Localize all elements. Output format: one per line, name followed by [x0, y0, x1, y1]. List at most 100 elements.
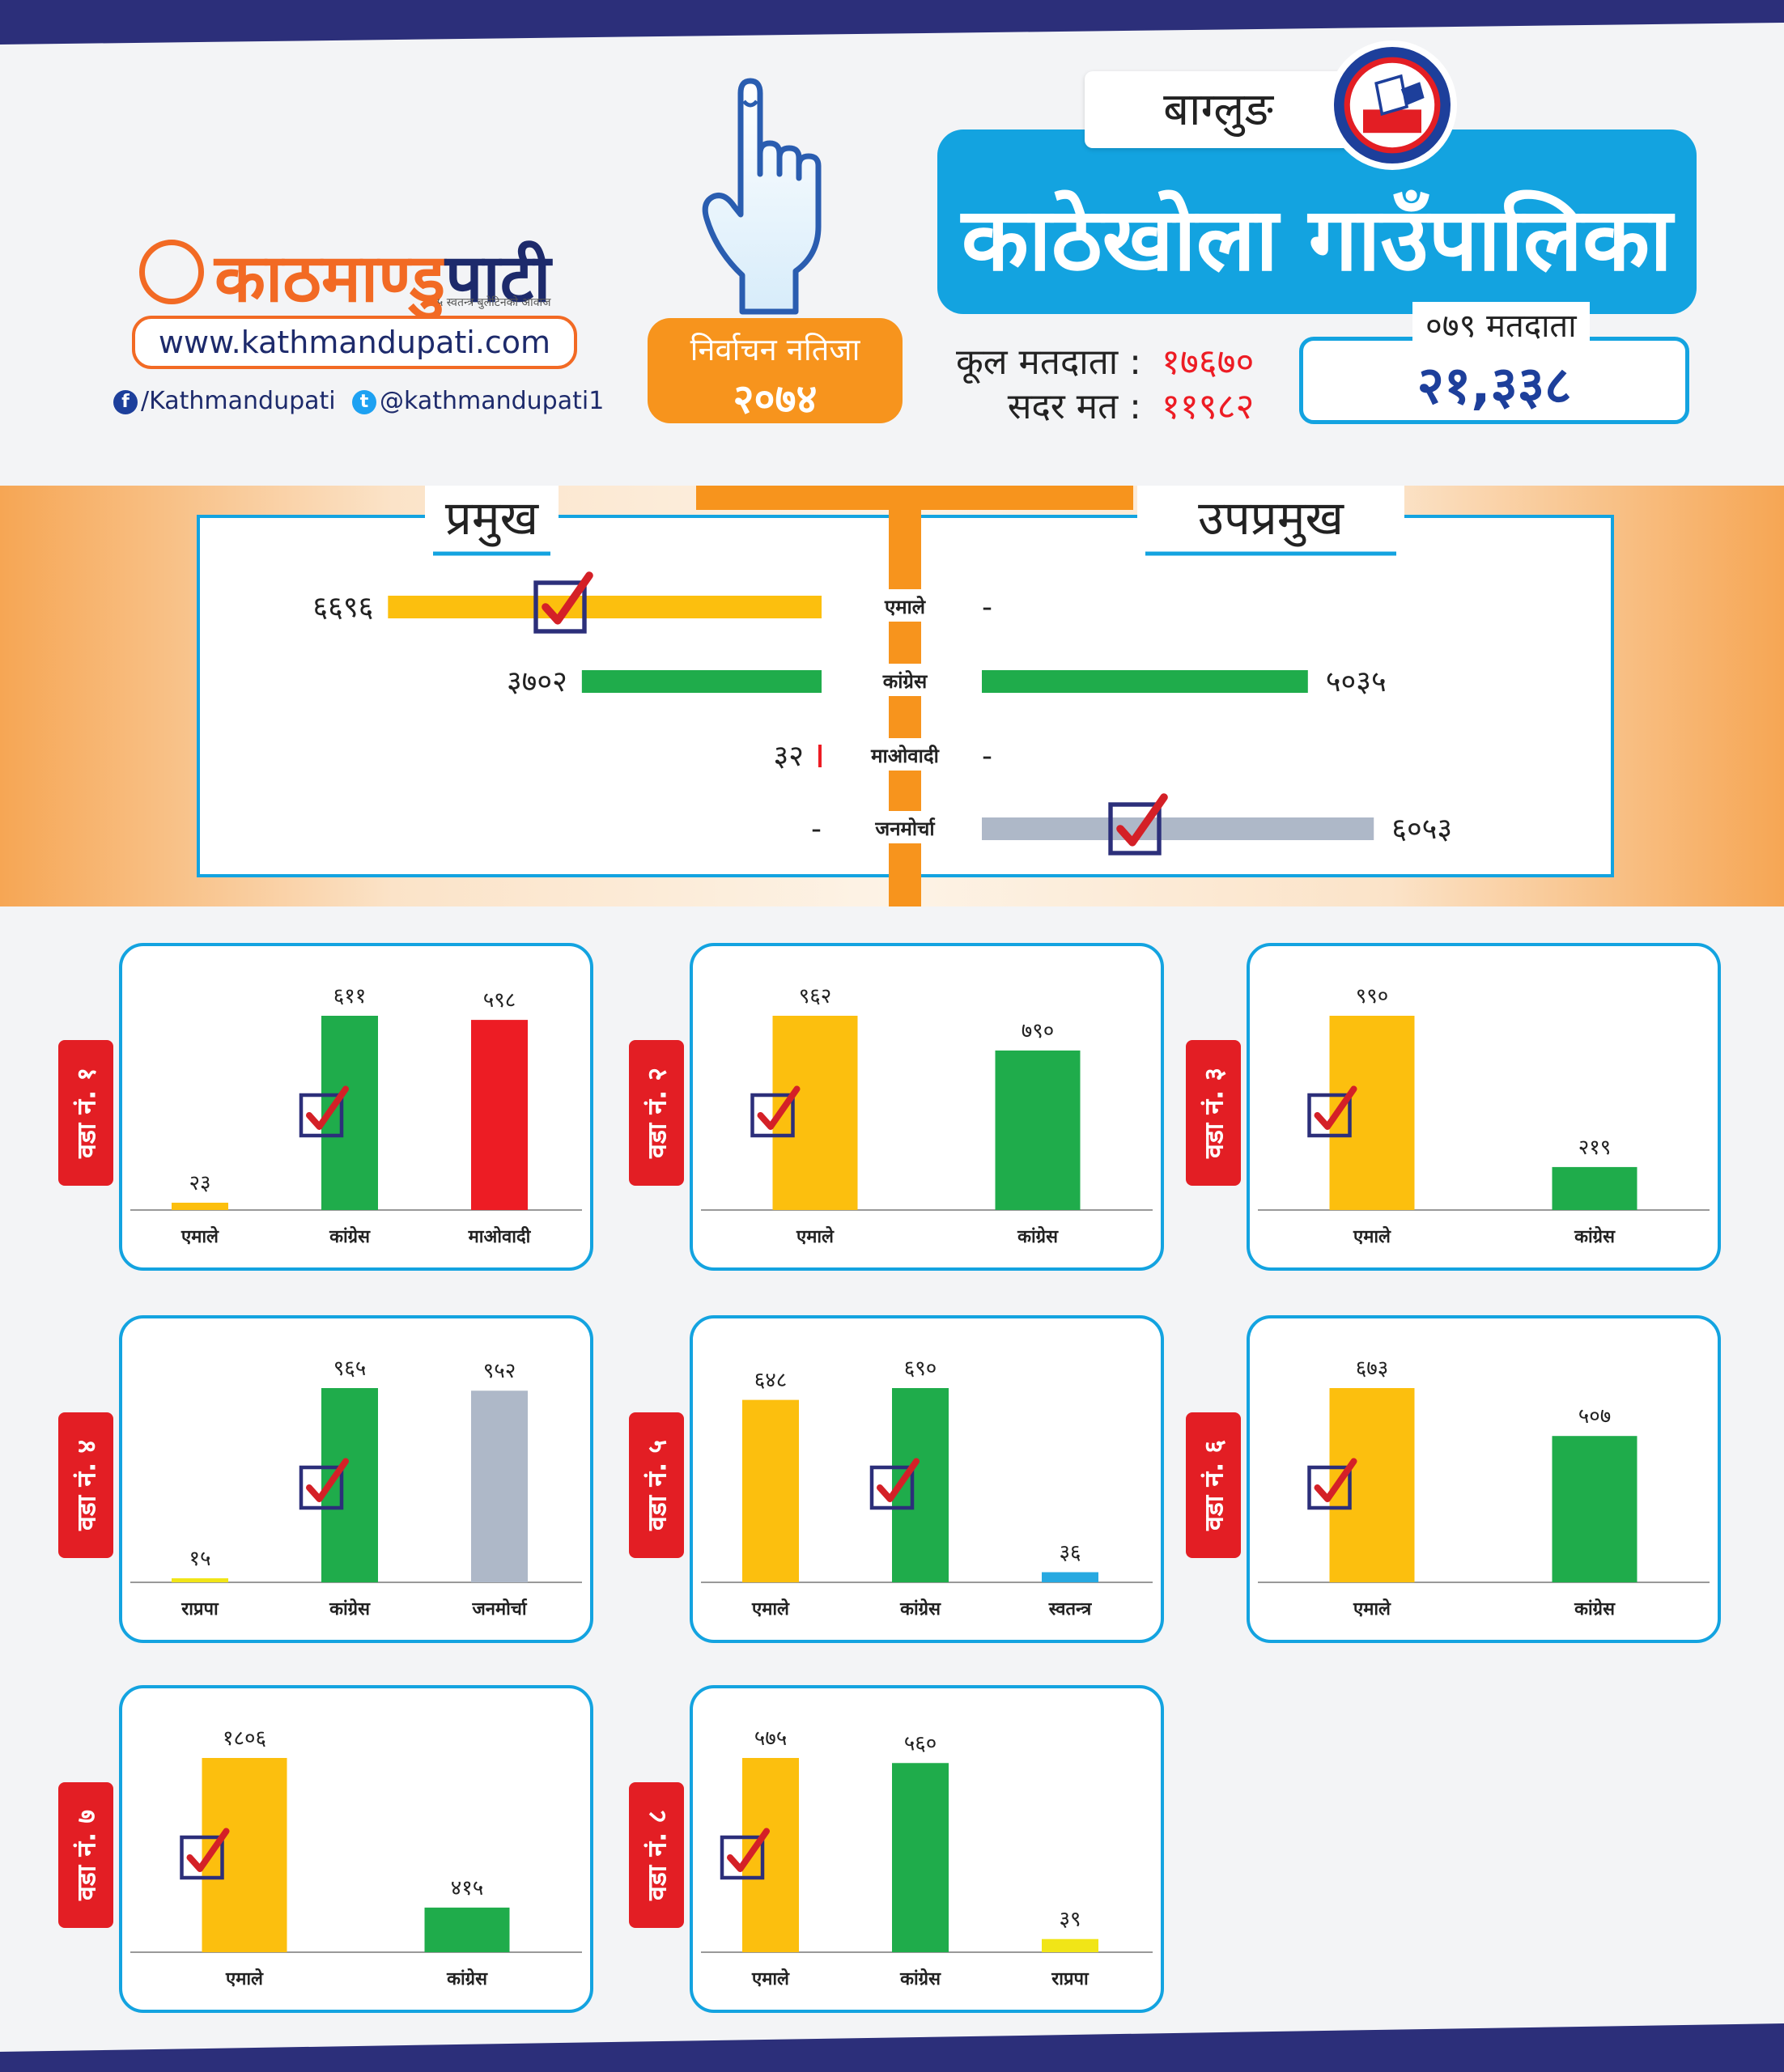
check-mark	[306, 1085, 349, 1130]
ward-bar-chart: ५७५ एमाले ५६० कांग्रेस ३९ राप्रपा	[701, 1726, 1153, 1989]
mayor-bar-label: ६६९६	[312, 591, 373, 624]
ward-bar	[424, 1907, 510, 1952]
winner-check-icon	[750, 1085, 801, 1138]
ward-label: वडा नं. ३	[1198, 1067, 1230, 1159]
ward-bar-value: ६९०	[904, 1357, 937, 1381]
twitter-text: @kathmandupati1	[380, 387, 605, 415]
ward-label-tab: वडा नं. ८	[629, 1782, 684, 1928]
party-tag-label: कांग्रेस	[882, 670, 928, 693]
winner-check-icon	[869, 1458, 920, 1510]
mayor-bar	[818, 745, 822, 767]
ward-label-tab: वडा नं. ७	[58, 1782, 113, 1928]
ward-card	[1247, 1315, 1721, 1643]
party-tag	[860, 589, 949, 622]
mayor-bar-label: -	[811, 813, 822, 846]
ward-label: वडा नं. ६	[1198, 1439, 1230, 1531]
ward-label-tab: वडा नं. ४	[58, 1412, 113, 1558]
deputy-bar-label: -	[982, 591, 992, 624]
logo: काठमाण्डुपाटी	[138, 231, 550, 321]
ward-category-label: राप्रपा	[181, 1599, 219, 1620]
ward-bar	[1329, 1016, 1415, 1210]
mayor-bar-label: ३२	[774, 740, 804, 773]
ward-bar	[1552, 1166, 1637, 1210]
ward-category-label: जनमोर्चा	[471, 1598, 527, 1620]
winner-check-icon	[299, 1458, 349, 1510]
twitter-icon: t	[352, 389, 376, 414]
twitter-handle[interactable]: t @kathmandupati1	[352, 387, 604, 415]
title-box	[937, 130, 1697, 314]
check-box	[299, 1465, 344, 1510]
ward-category-label: कांग्रेस	[1574, 1225, 1616, 1247]
mayor-bar	[581, 670, 822, 693]
ward-label: वडा नं. २	[641, 1067, 673, 1159]
ward-bar-value: ५७५	[754, 1726, 788, 1751]
winner-check-icon	[180, 1828, 230, 1880]
logo-mark-icon	[139, 240, 204, 304]
valid-votes-label: सदर मत :	[1007, 386, 1141, 427]
facebook-handle[interactable]: f/Kathmandupati	[113, 387, 336, 415]
party-tag	[856, 811, 954, 843]
party-tag-label: जनमोर्चा	[874, 817, 935, 840]
ward-bar-value: १५	[189, 1547, 210, 1571]
ward-card	[1247, 943, 1721, 1271]
ward-bar-chart: ९९० एमाले २१९ कांग्रेस	[1258, 984, 1710, 1247]
ward-bar-value: ६४८	[754, 1369, 788, 1393]
ward-bar-chart: २३ एमाले ६११ कांग्रेस ५९८ माओवादी	[130, 984, 582, 1247]
facebook-text: /Kathmandupati	[141, 387, 336, 415]
ward-category-label: एमाले	[1353, 1225, 1391, 1247]
check-mark	[306, 1458, 349, 1502]
party-tag-label: माओवादी	[870, 745, 939, 767]
ward-bar	[892, 1763, 949, 1952]
ward-category-label: कांग्रेस	[1574, 1598, 1616, 1620]
check-mark	[757, 1085, 801, 1130]
party-tag-label: एमाले	[884, 596, 927, 618]
check-mark	[1314, 1085, 1357, 1130]
party-tag	[856, 738, 954, 771]
party-tag	[856, 664, 954, 696]
ward-category-label: एमाले	[751, 1968, 790, 1989]
winner-check-icon	[299, 1085, 349, 1138]
check-mark	[1314, 1458, 1357, 1502]
ward-bar-value: ६११	[333, 984, 367, 1008]
check-box	[1108, 802, 1162, 856]
check-box	[1307, 1093, 1352, 1138]
check-box	[1307, 1465, 1352, 1510]
badge-line1: निर्वाचन नतिजा	[690, 332, 860, 367]
ward-bar-chart: ६७३ एमाले ५०७ कांग्रेस	[1258, 1357, 1710, 1620]
winner-check-icon	[720, 1828, 770, 1880]
ward-bar	[1552, 1436, 1637, 1582]
bottom-stripe	[0, 2023, 1784, 2072]
ward-bar	[1042, 1572, 1098, 1582]
winner-check-icon	[1307, 1458, 1357, 1510]
ward-label: वडा नं. ४	[70, 1439, 102, 1531]
badge-year: २०७४	[733, 376, 818, 422]
ward-category-label: माओवादी	[468, 1225, 532, 1247]
ward-label-tab: वडा नं. २	[629, 1040, 684, 1186]
logo-name-main: काठमाण्डु	[215, 240, 445, 317]
winner-check-icon	[1307, 1085, 1357, 1138]
check-box	[299, 1093, 344, 1138]
ward-category-label: कांग्रेस	[329, 1225, 371, 1247]
prev-voters-value: २१,३३८	[1417, 356, 1572, 416]
ward-bar-value: ३९	[1059, 1908, 1081, 1932]
ward-category-label: एमाले	[225, 1968, 264, 1989]
ward-bar-chart: ९६२ एमाले ७९० कांग्रेस	[701, 984, 1153, 1247]
ward-label-tab: वडा नं. ३	[1186, 1040, 1241, 1186]
check-mark	[542, 571, 593, 625]
ward-bar-value: ५०७	[1578, 1404, 1612, 1429]
check-mark	[186, 1828, 230, 1872]
ward-label: वडा नं. ७	[70, 1809, 102, 1901]
mayor-deputy-chart: प्रमुख उपप्रमुख एमाले ६६९६ - कांग्रेस ३७०२ ५०३५…	[197, 486, 1614, 906]
ward-bar-value: ५६०	[904, 1731, 937, 1756]
website-link[interactable]: www.kathmandupati.com	[132, 316, 577, 369]
check-mark	[727, 1828, 770, 1872]
deputy-title: उपप्रमुख	[1198, 490, 1344, 547]
ward-bar-value: ५९८	[483, 988, 516, 1013]
ward-bar-chart: १५ राप्रपा ९६५ कांग्रेस ९५२ जनमोर्चा	[130, 1357, 582, 1620]
check-box	[720, 1835, 765, 1880]
ward-label: वडा नं. ५	[641, 1439, 673, 1531]
panel-title-bg	[425, 486, 559, 557]
ward-bar-value: ९६५	[333, 1357, 367, 1381]
logo-name-tail: पाटी	[444, 240, 551, 317]
winner-check-icon	[533, 571, 593, 634]
